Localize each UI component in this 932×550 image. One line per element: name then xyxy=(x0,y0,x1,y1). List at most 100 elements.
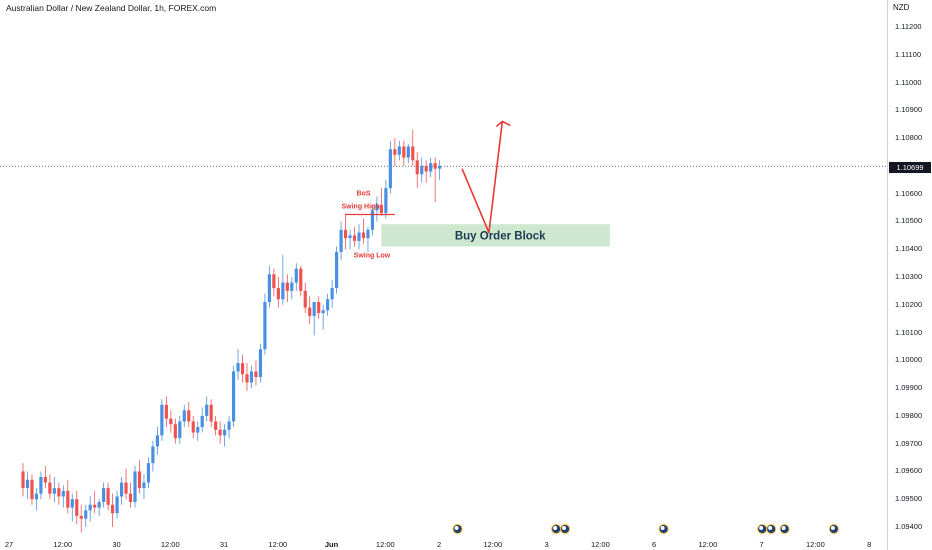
candle xyxy=(214,415,218,436)
candle-body xyxy=(384,188,388,214)
event-marker-icon[interactable] xyxy=(766,524,777,534)
candle xyxy=(61,485,65,508)
candle-body xyxy=(182,410,186,422)
candle xyxy=(240,354,245,383)
candle-body xyxy=(205,404,209,416)
candle-body xyxy=(276,288,280,300)
candle xyxy=(249,365,254,389)
candle-body xyxy=(61,490,65,497)
candle xyxy=(102,482,106,508)
candle-body xyxy=(231,371,236,422)
candle xyxy=(200,407,204,433)
candle-body xyxy=(285,282,289,291)
candle xyxy=(294,263,298,291)
y-tick-label: 1.09900 xyxy=(895,383,923,393)
x-tick-label: 12:00 xyxy=(375,540,395,549)
candle-body xyxy=(348,235,352,239)
candle xyxy=(366,227,370,252)
x-tick-label: 2 xyxy=(436,540,442,549)
candle-body xyxy=(30,479,34,500)
candle xyxy=(52,477,56,502)
candle xyxy=(88,496,92,522)
x-tick-label: Jun xyxy=(324,540,339,549)
candle-body xyxy=(388,149,392,189)
candle xyxy=(370,204,375,236)
candle-body xyxy=(249,371,254,383)
flag-icon-detail xyxy=(759,526,764,530)
event-marker-icon[interactable] xyxy=(551,524,562,534)
candle xyxy=(70,493,74,522)
candle-body xyxy=(361,232,366,239)
candle xyxy=(21,463,25,497)
candle xyxy=(34,488,39,511)
event-marker-icon[interactable] xyxy=(828,524,839,534)
candle xyxy=(236,349,240,380)
candle-body xyxy=(227,421,231,430)
candle xyxy=(66,479,70,514)
swing-high-label: Swing High xyxy=(342,204,380,211)
candle-body xyxy=(106,488,110,505)
candle xyxy=(182,404,186,427)
candle-body xyxy=(339,229,343,252)
candle xyxy=(209,399,213,427)
candle-body xyxy=(124,482,128,494)
candle xyxy=(339,221,343,261)
event-marker-icon[interactable] xyxy=(658,524,669,534)
swing-low-label: Swing Low xyxy=(354,253,391,260)
y-tick-label: 1.10200 xyxy=(895,299,923,309)
event-marker-icon[interactable] xyxy=(452,524,463,534)
buy-order-block-zone xyxy=(381,224,610,247)
x-tick-label: 6 xyxy=(652,540,657,549)
candle xyxy=(245,363,249,391)
y-tick-label: 1.10500 xyxy=(895,216,923,226)
candle-body xyxy=(343,229,348,239)
candle-body xyxy=(160,404,164,436)
candle-body xyxy=(397,146,401,155)
candle xyxy=(97,499,101,516)
y-tick-label: 1.10800 xyxy=(895,133,923,143)
event-marker-icon[interactable] xyxy=(560,524,571,534)
candle xyxy=(48,474,52,500)
candle-body xyxy=(84,510,88,519)
price-axis[interactable] xyxy=(887,0,932,550)
candle xyxy=(169,410,173,433)
candle-body xyxy=(191,421,195,433)
candle-body xyxy=(142,482,146,489)
candle xyxy=(111,493,115,527)
candle-body xyxy=(137,471,142,489)
candle xyxy=(276,277,280,308)
flag-icon-detail xyxy=(660,526,665,530)
candle-body xyxy=(146,463,151,483)
y-tick-label: 1.10400 xyxy=(895,244,923,254)
candle-body xyxy=(66,490,70,508)
candle-body xyxy=(111,504,115,514)
y-tick-label: 1.10300 xyxy=(895,272,923,281)
event-marker-icon[interactable] xyxy=(779,524,790,534)
event-marker-icon[interactable] xyxy=(757,524,768,534)
candle-body xyxy=(39,477,43,494)
x-tick-label: 12:00 xyxy=(698,540,718,549)
bos-label: BoS xyxy=(357,191,371,198)
x-tick-label: 12:00 xyxy=(590,540,610,549)
candle xyxy=(160,399,164,441)
candle xyxy=(285,274,289,302)
candle-body xyxy=(312,302,316,316)
candle xyxy=(326,293,330,316)
candle xyxy=(254,360,258,386)
candle-body xyxy=(75,499,79,516)
candle xyxy=(258,343,263,383)
projection-path xyxy=(461,121,504,234)
candle-body xyxy=(93,504,97,508)
candle xyxy=(348,229,352,250)
candle-body xyxy=(370,210,375,230)
candle xyxy=(146,457,151,489)
candle xyxy=(429,157,433,177)
candle-body xyxy=(133,471,137,502)
candle xyxy=(303,282,307,314)
projection-arrowhead xyxy=(495,120,511,128)
candle xyxy=(133,465,137,508)
candle xyxy=(438,160,442,180)
x-tick-label: 12:00 xyxy=(268,540,288,549)
